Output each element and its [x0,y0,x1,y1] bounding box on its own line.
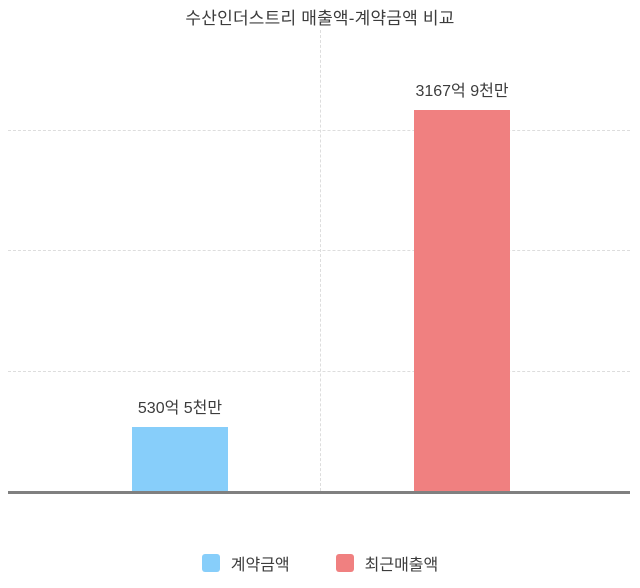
legend-item[interactable]: 계약금액 [201,551,290,575]
bar-value-label: 530억 5천만 [137,400,223,418]
bar-value-label: 3167억 9천만 [415,82,509,100]
legend: 계약금액 최근매출액 [0,551,640,575]
horizontal-gridline [8,370,630,372]
vertical-gridline [320,30,321,491]
horizontal-gridline [8,129,630,131]
legend-swatch-icon [335,554,354,572]
x-axis-line [8,491,630,494]
horizontal-gridline [8,250,630,252]
bar-recent-revenue [414,109,510,491]
legend-swatch-icon [201,554,220,572]
legend-item[interactable]: 최근매출액 [335,551,439,575]
legend-label: 최근매출액 [364,557,439,574]
bar-contract-amount [132,427,228,491]
chart-title: 수산인더스트리 매출액-계약금액 비교 [185,9,455,28]
legend-label: 계약금액 [230,557,290,574]
